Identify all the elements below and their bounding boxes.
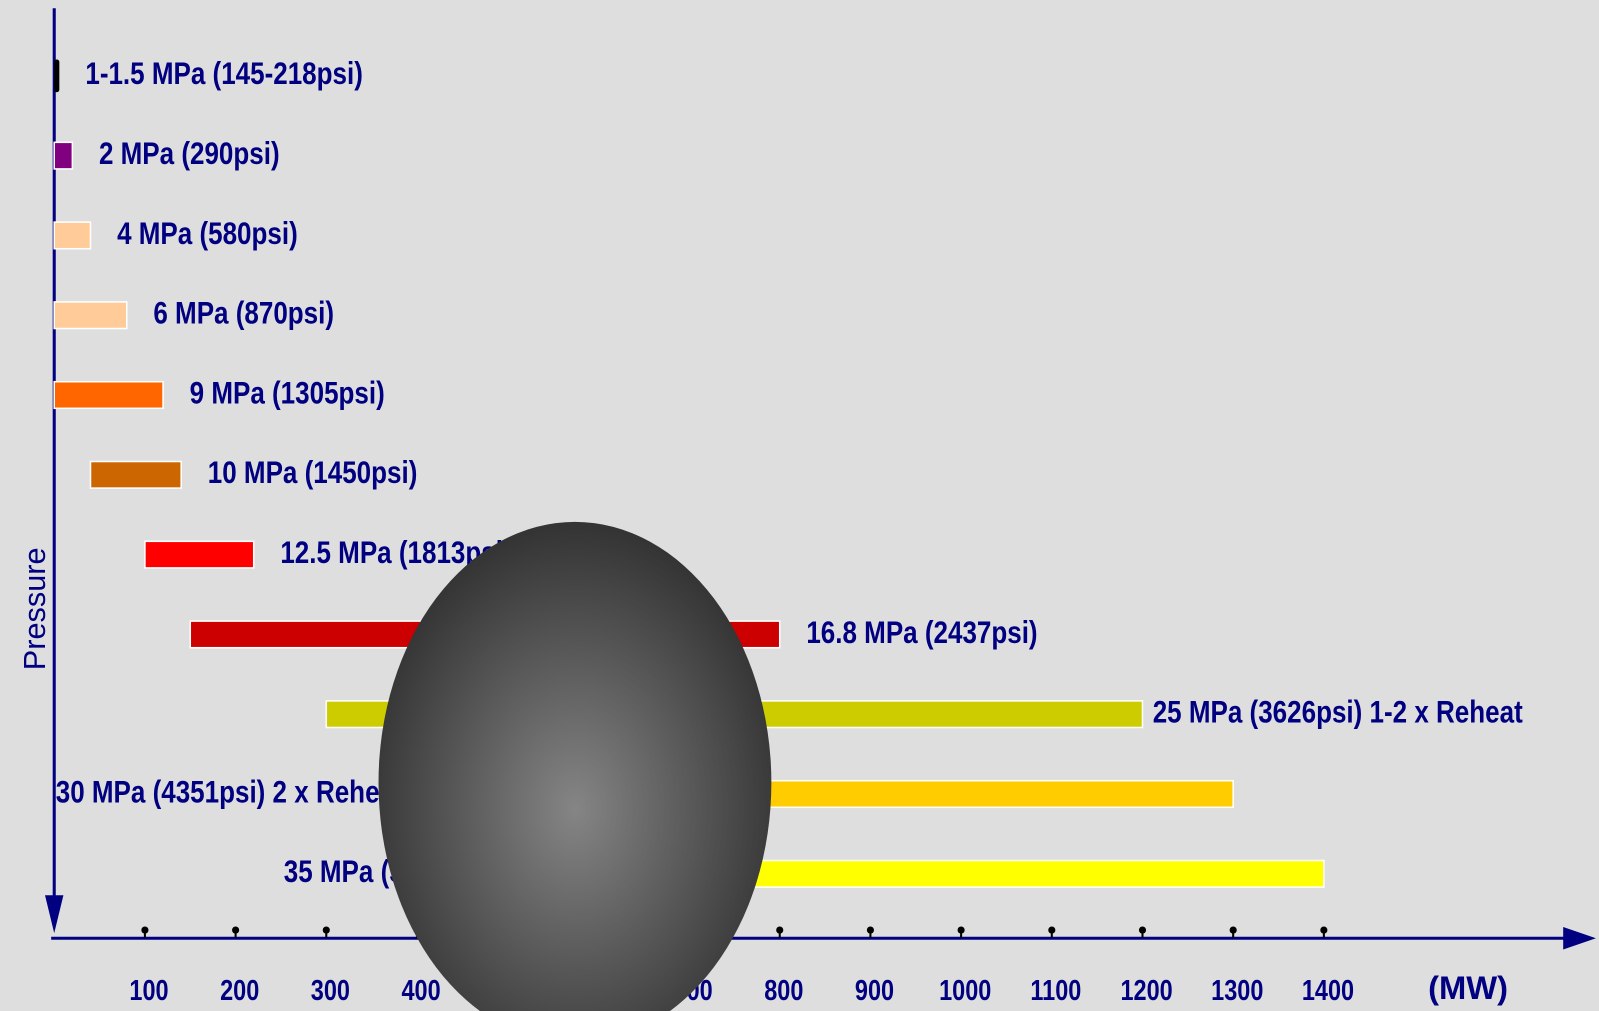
bar-label: 2 MPa (290psi)	[99, 137, 280, 172]
x-tick-label: 800	[764, 974, 803, 1007]
bar-label: 25 MPa (3626psi) 1-2 x Reheat	[1153, 695, 1523, 730]
x-tick-label: 1100	[1030, 974, 1081, 1007]
range-bar	[53, 221, 92, 250]
bar-label: 30 MPa (4351psi) 2 x Reheat	[56, 775, 403, 810]
x-tick-dot	[141, 926, 149, 934]
x-tick-dot	[1138, 926, 1147, 934]
x-tick-label: 100	[129, 974, 168, 1007]
x-tick-dot	[1229, 926, 1237, 934]
x-tick-label: 1400	[1302, 974, 1354, 1007]
range-bar	[54, 59, 60, 93]
y-axis-arrow	[45, 895, 64, 934]
x-tick-label: 1000	[939, 974, 991, 1007]
x-tick-label: 900	[855, 974, 894, 1007]
x-axis-arrow	[1563, 926, 1596, 950]
occluding-ellipse	[378, 521, 772, 1011]
x-tick-dot	[322, 926, 330, 934]
x-axis-label: (MW)	[1428, 969, 1508, 1006]
x-tick-dot	[957, 926, 965, 934]
x-tick-dot	[866, 926, 875, 934]
range-bar	[89, 460, 182, 489]
x-tick-dot	[1320, 926, 1328, 934]
x-tick-label: 400	[401, 974, 440, 1007]
x-tick-label: 200	[220, 974, 259, 1007]
x-tick-dot	[776, 926, 784, 934]
x-tick-dot	[232, 926, 240, 934]
x-tick-label: 1300	[1211, 974, 1263, 1007]
x-tick-dot	[1048, 926, 1056, 934]
x-tick-label: 1200	[1120, 974, 1172, 1007]
range-bar	[53, 141, 74, 170]
x-tick-label: 300	[311, 974, 350, 1007]
range-bar	[53, 380, 164, 410]
y-axis-label: Pressure	[17, 547, 52, 670]
bar-label: 16.8 MPa (2437psi)	[806, 615, 1037, 650]
bar-label: 1-1.5 MPa (145-218psi)	[85, 57, 363, 92]
range-bar	[53, 301, 128, 330]
bar-label: 10 MPa (1450psi)	[208, 456, 418, 491]
bar-label: 6 MPa (870psi)	[153, 296, 334, 331]
bar-label: 9 MPa (1305psi)	[190, 376, 385, 411]
range-bar	[144, 540, 255, 569]
bar-label: 4 MPa (580psi)	[117, 216, 298, 251]
